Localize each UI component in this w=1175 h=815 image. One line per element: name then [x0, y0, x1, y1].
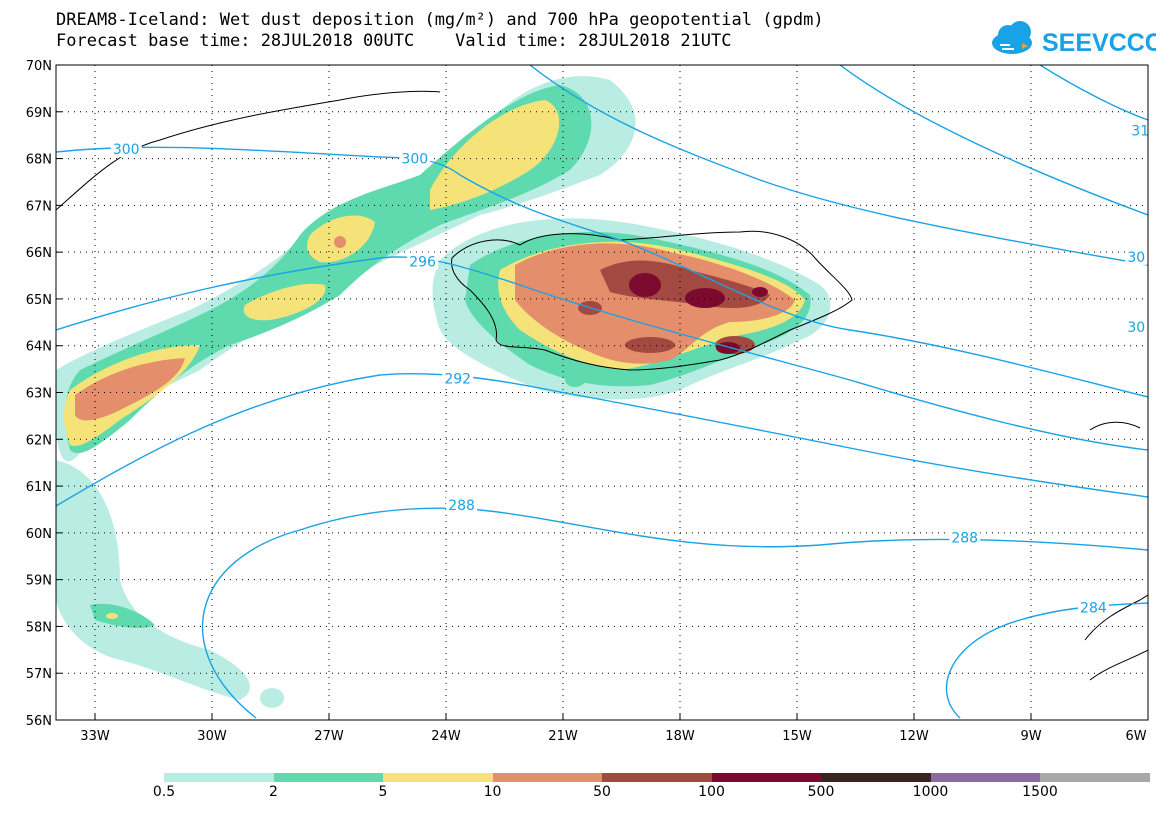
contour-label: 300	[401, 152, 428, 168]
lat-label: 57N	[26, 667, 52, 682]
colorbar-label: 5	[378, 784, 388, 800]
lon-label: 18W	[665, 729, 695, 744]
contour-label: 30	[1127, 320, 1145, 336]
lat-label: 69N	[26, 106, 52, 121]
colorbar-segment	[273, 773, 383, 782]
lon-label: 15W	[782, 729, 812, 744]
contour-label-bg	[1125, 318, 1148, 335]
contour-label-bg	[949, 528, 981, 546]
contour-label-bg	[407, 252, 439, 270]
lat-label: 60N	[26, 527, 52, 542]
map-panel: 300 300 296 292 288 288 284 31 30 30 70N 69N 68N 67N…	[25, 59, 1152, 744]
colorbar-segment	[602, 773, 712, 782]
colorbar-label: 1500	[1022, 784, 1058, 800]
lon-label: 12W	[899, 729, 929, 744]
chart-title: DREAM8-Iceland: Wet dust deposition (mg/…	[56, 10, 824, 30]
contour-label: 300	[113, 142, 140, 158]
chart-subtitle: Forecast base time: 28JUL2018 00UTC Vali…	[56, 31, 732, 51]
latitude-labels: 70N 69N 68N 67N 66N 65N 64N 63N 62N 61N 60N 59N 58N 5…	[26, 59, 62, 729]
lat-label: 62N	[26, 433, 52, 448]
colorbar-label: 1000	[912, 784, 949, 800]
contour-label: 284	[1080, 601, 1107, 617]
lat-label: 59N	[26, 574, 52, 589]
lat-label: 56N	[26, 714, 52, 729]
contour-label: 288	[448, 498, 475, 514]
lat-label: 58N	[26, 620, 52, 635]
lat-label: 67N	[26, 199, 52, 214]
contour-label-bg	[1077, 598, 1109, 616]
lon-label: 30W	[197, 729, 227, 744]
contour-labels: 300 300 296 292 288 288 284 31 30 30	[110, 121, 1152, 617]
scotland-coast	[1084, 594, 1148, 681]
contour-label-bg	[110, 140, 142, 158]
lon-label: 6W	[1125, 729, 1146, 744]
colorbar-segment	[383, 773, 493, 782]
colorbar-label: 500	[807, 784, 835, 800]
lat-label: 64N	[26, 340, 52, 355]
lat-label: 70N	[26, 59, 52, 74]
contour-label-bg	[1129, 121, 1152, 139]
lat-label: 66N	[26, 246, 52, 261]
logo-text: SEEVCCC	[1042, 29, 1156, 57]
longitude-labels: 33W 30W 27W 24W 21W 18W 15W 12W 9W 6W	[80, 714, 1149, 744]
geopotential-contours	[56, 65, 1148, 719]
colorbar-segment	[164, 773, 274, 782]
contour-label-bg	[446, 495, 478, 513]
colorbar	[164, 773, 1150, 782]
colorbar-segment	[930, 773, 1040, 782]
contour-label: 31	[1131, 124, 1149, 140]
colorbar-segment	[821, 773, 931, 782]
contour-label-bg	[399, 149, 431, 167]
lat-label: 63N	[26, 387, 52, 402]
colorbar-label: 10	[483, 784, 502, 800]
dust-deposition-field	[56, 76, 831, 708]
faroe-coast	[1089, 421, 1141, 431]
contour-label-bg	[442, 369, 474, 387]
colorbar-label: 100	[698, 784, 725, 800]
lon-label: 9W	[1020, 729, 1041, 744]
lon-label: 21W	[548, 729, 578, 744]
colorbar-segment	[492, 773, 602, 782]
lat-label: 68N	[26, 153, 52, 168]
contour-label: 296	[409, 255, 436, 271]
colorbar-segment	[1040, 773, 1150, 782]
greenland-coast	[56, 90, 441, 211]
colorbar-label: 0.5	[152, 784, 176, 800]
lat-label: 61N	[26, 480, 52, 495]
colorbar-segment	[711, 773, 821, 782]
cloud-icon	[992, 21, 1032, 54]
lon-label: 27W	[314, 729, 344, 744]
contour-label: 292	[444, 371, 471, 387]
seevccc-logo: SEEVCCC	[992, 21, 1156, 57]
colorbar-label: 50	[593, 784, 611, 800]
contour-label: 30	[1127, 250, 1145, 266]
contour-label-bg	[1125, 247, 1148, 265]
contour-label: 288	[951, 531, 978, 547]
colorbar-label: 2	[269, 784, 278, 800]
lon-label: 24W	[431, 729, 461, 744]
lat-label: 65N	[26, 293, 52, 308]
deposition-band-10	[75, 236, 795, 421]
lon-label: 33W	[80, 729, 110, 744]
